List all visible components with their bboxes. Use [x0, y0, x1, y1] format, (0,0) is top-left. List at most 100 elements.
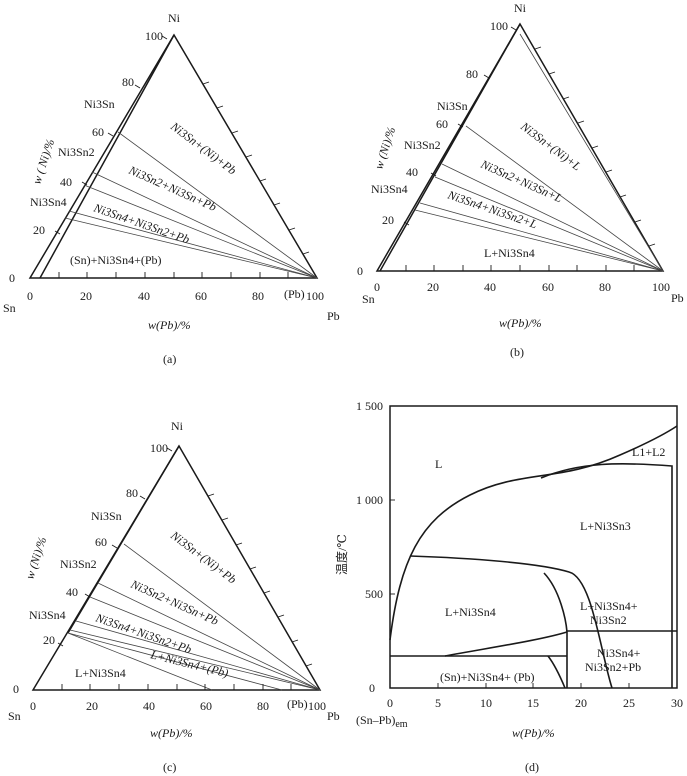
pb-tick-a-20: 20 — [80, 289, 92, 303]
ni-tick-b-100: 100 — [490, 19, 508, 33]
ticks-d-x — [389, 683, 678, 688]
y-tick-d-1000: 1 000 — [356, 493, 383, 507]
pb-tick-b-100: 100 — [652, 280, 670, 294]
ni-tick-b-60: 60 — [436, 117, 448, 131]
ni-tick-c-60: 60 — [95, 535, 107, 549]
region-a-sn-ni3sn4-pb: (Sn)+Ni3Sn4+(Pb) — [70, 253, 162, 267]
region-b-ni3sn4-ni3sn2-l: Ni3Sn4+Ni3Sn2+L — [445, 187, 539, 231]
pb-axis-label-b: w(Pb)/% — [499, 316, 542, 330]
region-d-l1-l2: L1+L2 — [632, 445, 665, 459]
ticks-d-y — [390, 405, 395, 689]
tie-line-b4 — [419, 202, 664, 272]
tie-line-a4 — [68, 210, 318, 279]
tie-line-b1 — [465, 125, 664, 272]
ticks-c-right — [207, 493, 313, 667]
ni-tick-a-100: 100 — [145, 29, 163, 43]
x-origin-label-d: (Sn–Pb)em — [356, 713, 408, 730]
x-tick-d-25: 25 — [623, 696, 635, 710]
sn-boundary-curve — [547, 655, 566, 689]
region-d-ni3sn2: Ni3Sn2 — [590, 613, 627, 627]
sn-ni-binary-line-a — [39, 34, 175, 279]
region-b-ni3sn2-ni3sn-l: Ni3Sn2+Ni3Sn+L — [478, 157, 565, 206]
triangle-a-frame — [28, 33, 319, 279]
ni-tick-b-20: 20 — [382, 213, 394, 227]
ni-tick-a-0: 0 — [9, 271, 15, 285]
tie-line-b0 — [519, 33, 664, 272]
caption-b: (b) — [510, 345, 524, 359]
ni-axis-label-c: w (Ni)/% — [23, 535, 50, 581]
pb-tick-c-60: 60 — [200, 699, 212, 713]
liquidus-curve — [389, 425, 678, 641]
peritectic-boundary-curve — [409, 555, 613, 689]
pb-tick-b-0: 0 — [374, 280, 380, 294]
tie-line-a5 — [64, 217, 318, 279]
pb-tick-c-100: 100 — [308, 699, 326, 713]
compound-c-ni3sn2: Ni3Sn2 — [60, 557, 97, 571]
tie-line-c1 — [123, 543, 321, 691]
pb-tick-c-40: 40 — [143, 699, 155, 713]
region-c-l-ni3sn4: L+Ni3Sn4 — [75, 666, 126, 680]
x-tick-d-20: 20 — [575, 696, 587, 710]
caption-d: (d) — [525, 760, 539, 774]
x-axis-label-d: w(Pb)/% — [512, 726, 555, 740]
panel-d: 0 500 1 000 1 500 0 5 10 15 20 25 30 (Sn… — [334, 399, 683, 774]
pb-tick-c-80: 80 — [257, 699, 269, 713]
compound-a-ni3sn2: Ni3Sn2 — [58, 145, 95, 159]
pb-tick-c-0: 0 — [30, 699, 36, 713]
compound-b-ni3sn2: Ni3Sn2 — [404, 138, 441, 152]
y-tick-d-1500: 1 500 — [356, 399, 383, 413]
caption-a: (a) — [163, 352, 176, 366]
ni-tick-b-80: 80 — [466, 67, 478, 81]
tie-line-c3 — [89, 596, 321, 691]
tie-line-a3 — [83, 184, 318, 279]
vertex-c-ni: Ni — [171, 419, 184, 433]
panel-a: Ni Sn Pb (Pb) 0 20 40 60 80 100 0 20 40 … — [3, 11, 340, 366]
tie-line-b2 — [441, 163, 664, 272]
ni-tick-b-0: 0 — [357, 264, 363, 278]
region-d-sn-ni3sn4-pb: (Sn)+Ni3Sn4+ (Pb) — [440, 670, 535, 684]
ni-tick-c-100: 100 — [150, 441, 168, 455]
sn-ni-binary-line-b — [379, 23, 521, 272]
ticks-a-bottom — [58, 272, 289, 278]
pb-tick-a-0: 0 — [27, 289, 33, 303]
x-tick-d-15: 15 — [527, 696, 539, 710]
vertex-b-pb: Pb — [671, 291, 684, 305]
vertex-c-pb-bracket: (Pb) — [287, 697, 308, 711]
pb-tick-b-80: 80 — [599, 280, 611, 294]
vertex-b-ni: Ni — [514, 1, 527, 15]
tie-line-c5 — [69, 629, 321, 691]
vertex-a-pb-bracket: (Pb) — [284, 287, 305, 301]
vertex-a-sn: Sn — [3, 301, 16, 315]
vertex-c-sn: Sn — [8, 709, 21, 723]
sn-ni-binary-line-c — [67, 445, 180, 634]
ni-tick-a-20: 20 — [33, 223, 45, 237]
pb-tick-c-20: 20 — [86, 699, 98, 713]
ni-tick-c-0: 0 — [13, 682, 19, 696]
vertex-a-ni: Ni — [168, 11, 181, 25]
pb-tick-a-40: 40 — [138, 289, 150, 303]
region-a-ni3sn4-ni3sn2-pb: Ni3Sn4+Ni3Sn2+Pb — [91, 200, 191, 246]
ticks-b-right — [534, 46, 656, 247]
x-tick-d-5: 5 — [435, 696, 441, 710]
region-d-l-ni3sn4: L+Ni3Sn4 — [445, 605, 496, 619]
tie-line-c6 — [67, 632, 283, 691]
ni-tick-c-40: 40 — [66, 585, 78, 599]
tie-line-a2 — [91, 171, 318, 279]
ticks-b-bottom — [405, 265, 635, 271]
pb-axis-label-c: w(Pb)/% — [150, 726, 193, 740]
y-tick-d-500: 500 — [365, 587, 383, 601]
caption-c: (c) — [163, 760, 176, 774]
pb-axis-label-a: w(Pb)/% — [148, 318, 191, 332]
ticks-a-left — [54, 35, 168, 235]
tie-line-b3 — [434, 176, 664, 272]
ni-tick-b-40: 40 — [406, 165, 418, 179]
compound-a-ni3sn4: Ni3Sn4 — [30, 195, 67, 209]
plot-d-frame — [389, 405, 678, 689]
ticks-b-left — [403, 26, 517, 226]
region-c-ni3sn4-ni3sn2-pb: Ni3Sn4+Ni3Sn2+Pb — [93, 610, 193, 656]
compound-b-ni3sn: Ni3Sn — [437, 99, 468, 113]
x-tick-d-10: 10 — [480, 696, 492, 710]
ni-tick-c-20: 20 — [43, 633, 55, 647]
tie-line-c4 — [75, 620, 321, 691]
